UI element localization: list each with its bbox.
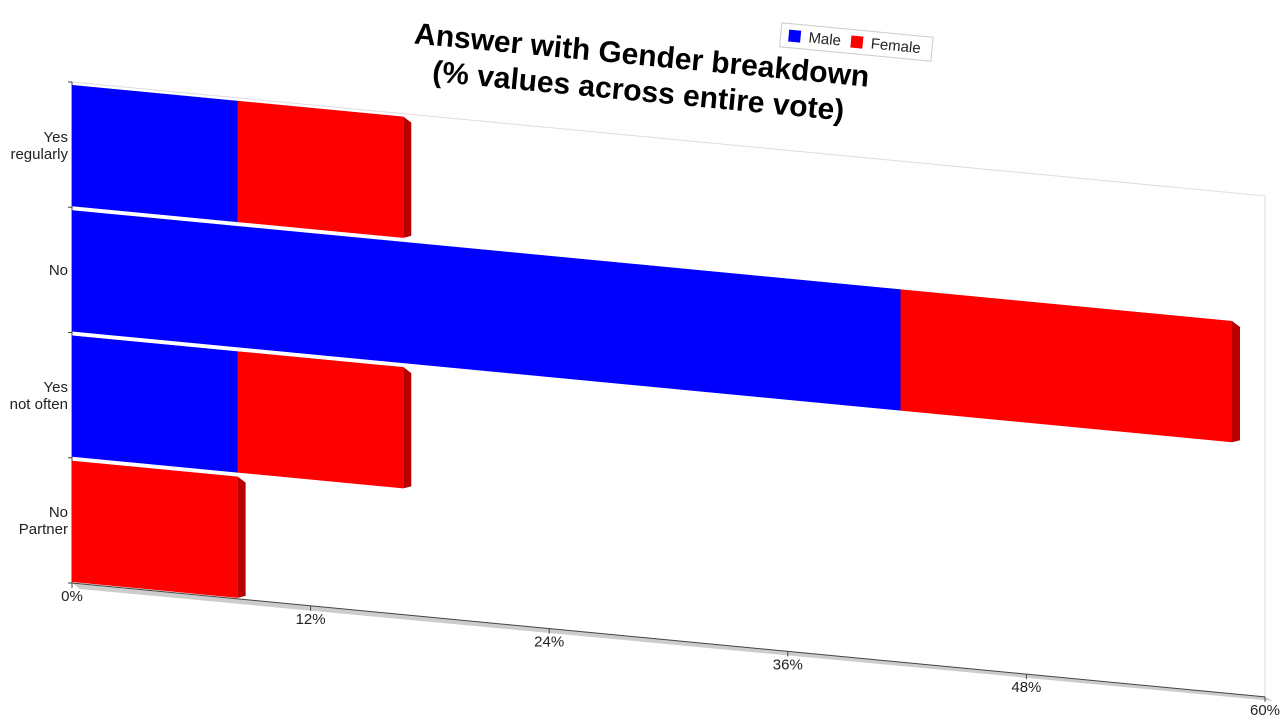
y-tick-label: Yes regularly [10, 128, 68, 163]
bar [72, 460, 238, 598]
legend: Male Female [779, 22, 934, 62]
bar [237, 100, 404, 238]
bar [72, 85, 238, 223]
legend-label: Female [870, 35, 921, 57]
y-tick-label: No [48, 262, 68, 280]
x-axis [71, 582, 1266, 698]
bar [237, 351, 404, 489]
floor [72, 583, 1273, 701]
x-tick-label: 60% [1250, 702, 1280, 719]
legend-label: Male [808, 29, 842, 49]
x-tick-label: 0% [61, 588, 83, 605]
y-tick-label: Yes not often [9, 379, 68, 414]
y-tick-label: No Partner [18, 504, 68, 539]
legend-swatch [788, 29, 802, 43]
bar [72, 210, 901, 411]
bar [900, 289, 1232, 443]
x-tick-label: 24% [534, 634, 564, 651]
bar-side [237, 476, 246, 598]
x-tick-label: 48% [1011, 679, 1041, 696]
back-wall [71, 81, 1266, 697]
bar-side [1231, 321, 1240, 443]
legend-swatch [850, 35, 864, 49]
x-tick-label: 12% [296, 611, 326, 628]
bar-side [403, 367, 412, 489]
bar [72, 335, 238, 473]
bar-side [403, 116, 412, 238]
x-tick-label: 36% [773, 656, 803, 673]
